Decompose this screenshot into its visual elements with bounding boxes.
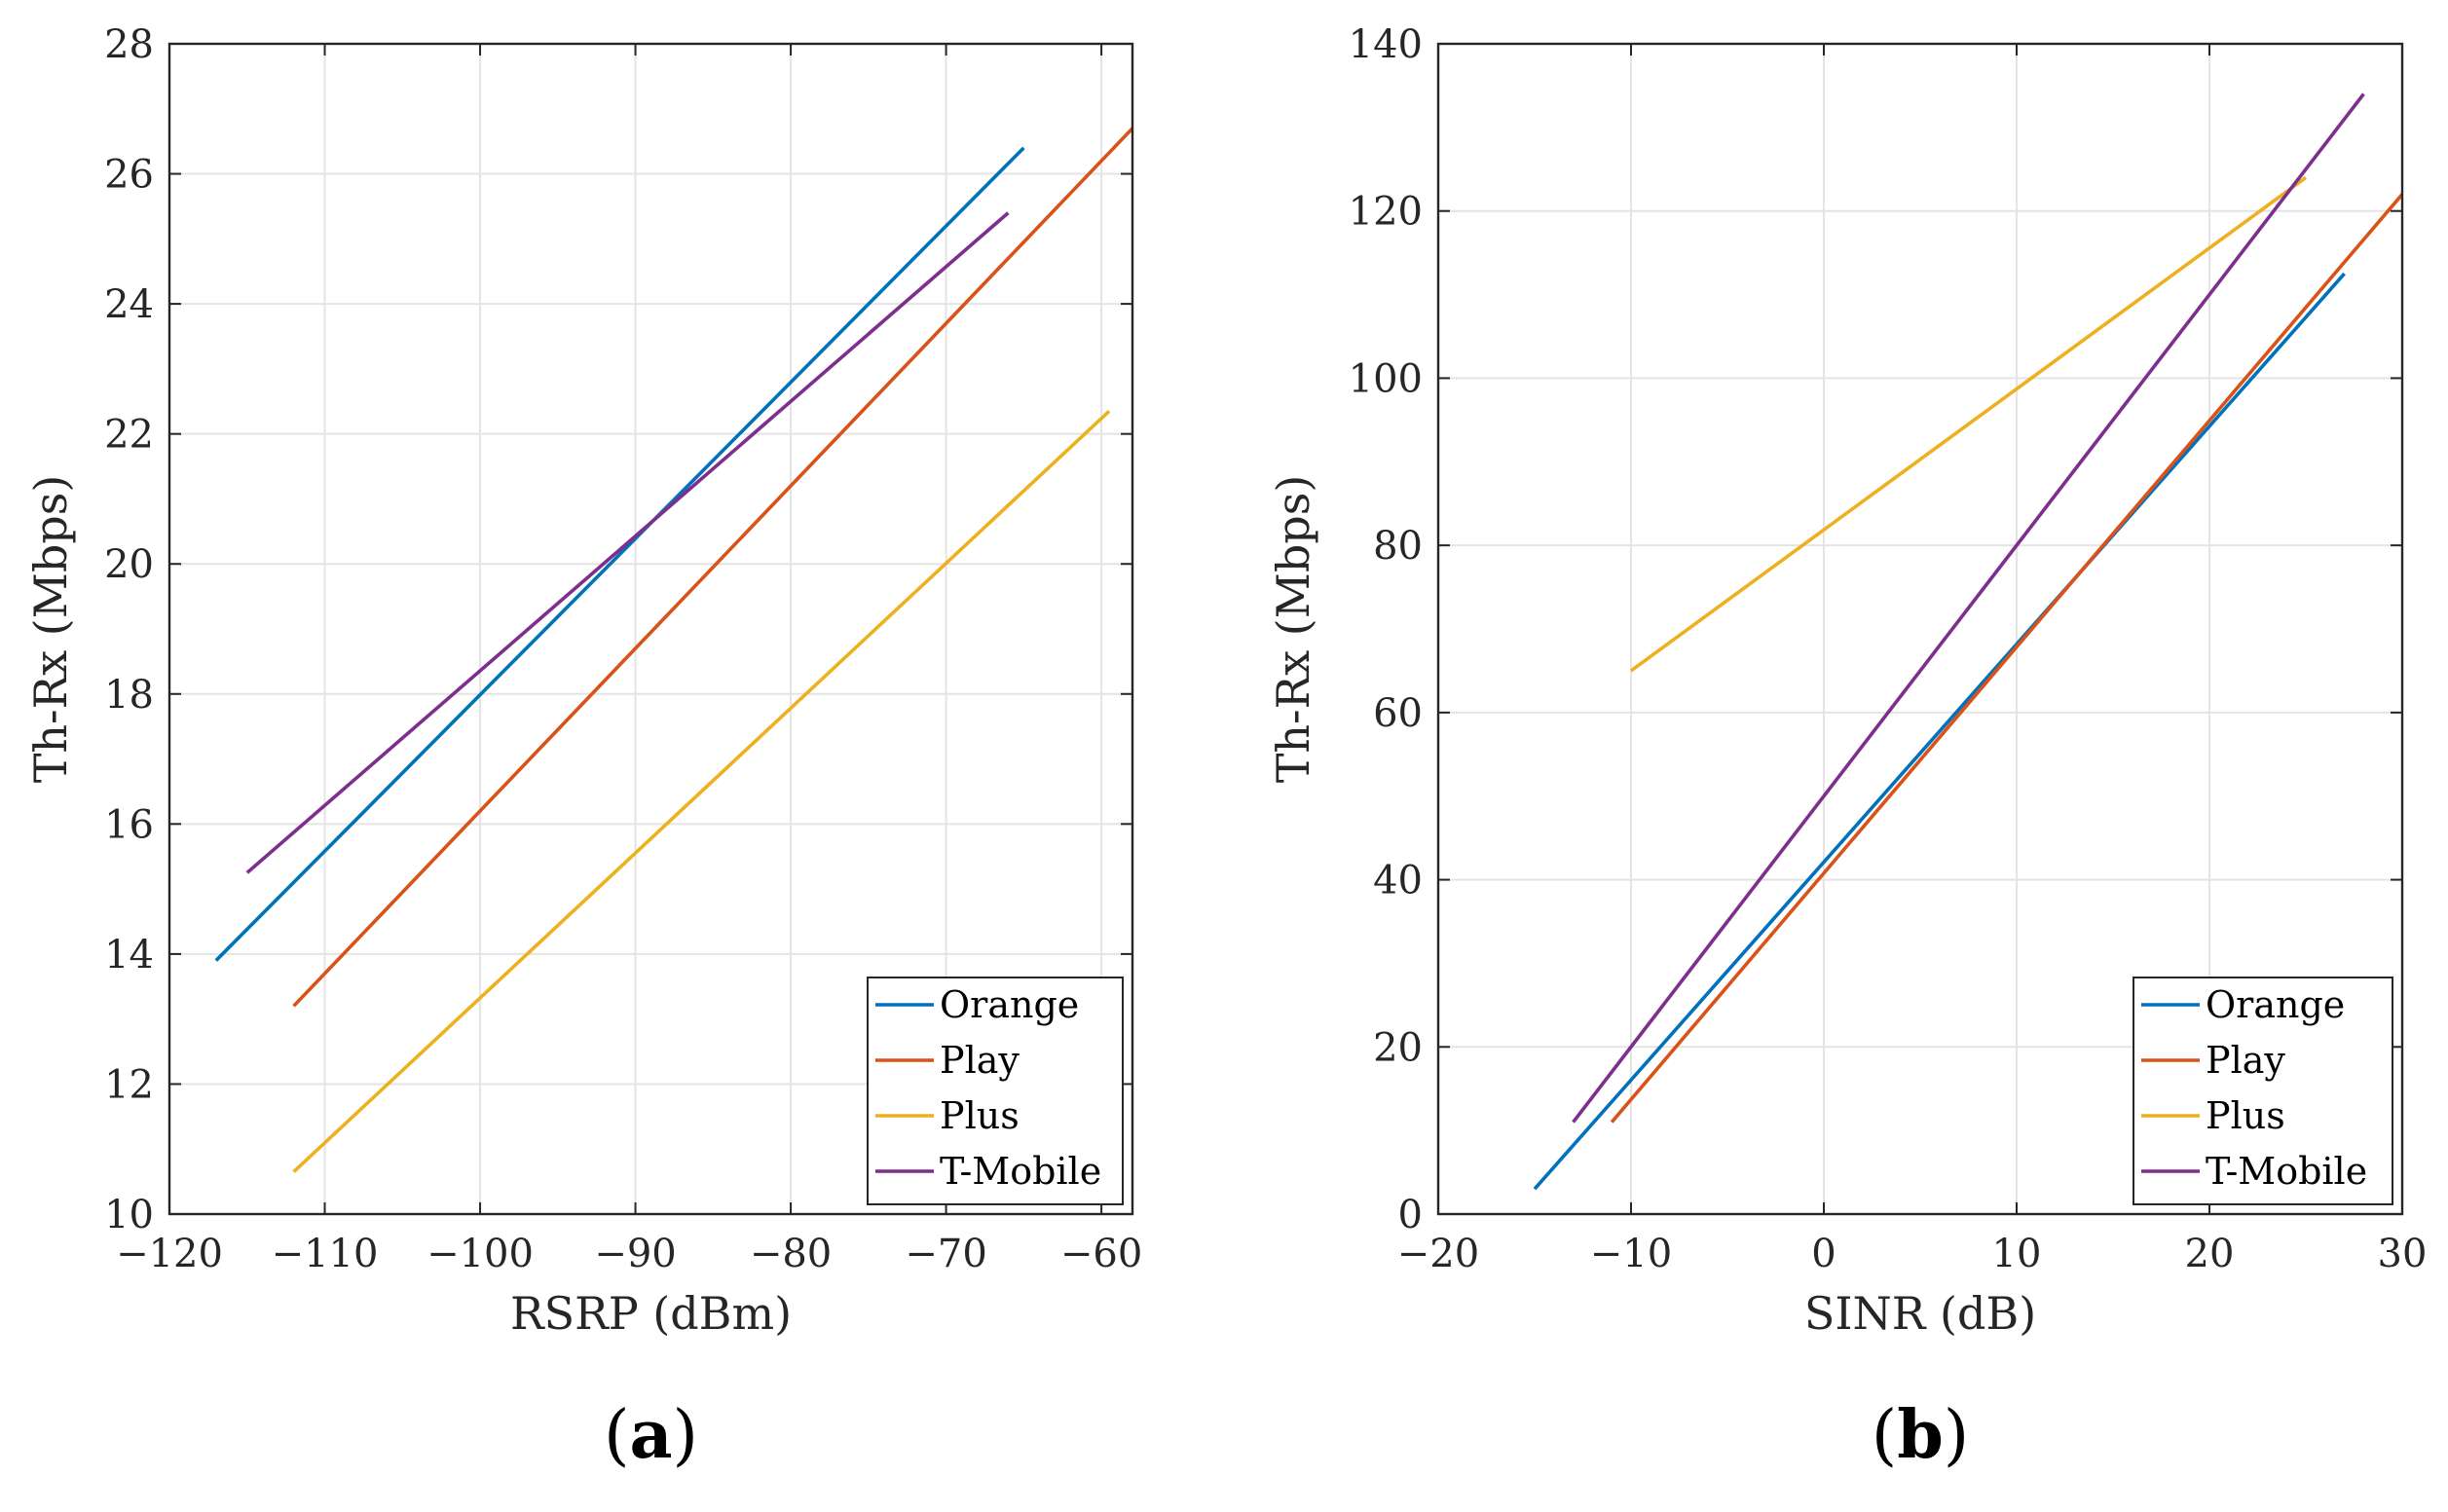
y-tick-label: 10: [104, 1193, 154, 1237]
y-tick-label: 20: [104, 542, 154, 587]
y-axis-title: Th-Rx (Mbps): [1267, 475, 1319, 784]
y-tick-label: 26: [104, 153, 154, 198]
legend-label-t-mobile: T-Mobile: [2206, 1150, 2367, 1193]
series-line-orange: [1533, 272, 2346, 1191]
y-tick-label: 18: [104, 673, 154, 718]
x-tick-label: −80: [750, 1232, 832, 1276]
panel-label-close-paren: ): [673, 1397, 699, 1474]
x-tick-label: 30: [2378, 1232, 2428, 1276]
legend-label-play: Play: [940, 1039, 1020, 1082]
panel-label-open-paren: (: [1872, 1397, 1898, 1474]
series-group: [214, 127, 1132, 1173]
series-line-plus: [1629, 175, 2308, 673]
y-tick-label: 60: [1373, 691, 1423, 736]
panel-label: (a): [604, 1396, 698, 1474]
x-tick-label: −120: [116, 1232, 223, 1276]
y-tick-label: 16: [104, 802, 154, 847]
series-group: [1533, 92, 2402, 1191]
y-tick-label: 40: [1373, 859, 1423, 904]
legend-box: [2133, 977, 2393, 1205]
x-tick-label: 0: [1811, 1232, 1836, 1276]
legend-label-plus: Plus: [2206, 1094, 2285, 1137]
x-axis-title: SINR (dB): [1804, 1287, 2036, 1340]
y-tick-label: 28: [104, 22, 154, 67]
series-line-t-mobile: [245, 211, 1010, 874]
y-tick-label: 24: [104, 282, 154, 327]
x-tick-label: −90: [594, 1232, 676, 1276]
series-line-plus: [292, 409, 1111, 1173]
legend-box: [867, 977, 1124, 1205]
plot-frame: [1436, 42, 2404, 1216]
y-tick-label: 0: [1398, 1193, 1423, 1237]
series-line-orange: [214, 146, 1025, 962]
y-tick-label: 20: [1373, 1025, 1423, 1070]
legend-label-t-mobile: T-Mobile: [940, 1150, 1101, 1193]
panel-label-letter: a: [629, 1396, 672, 1474]
legend-label-orange: Orange: [940, 983, 1079, 1026]
series-line-t-mobile: [1572, 92, 2365, 1124]
x-tick-label: −20: [1397, 1232, 1479, 1276]
legend-label-plus: Plus: [940, 1094, 1020, 1137]
series-line-play: [292, 127, 1132, 1008]
legend: Orange Play Plus T-Mobile: [867, 977, 1124, 1205]
y-tick-label: 120: [1349, 190, 1423, 235]
y-tick-label: 14: [104, 933, 154, 977]
legend-label-play: Play: [2206, 1039, 2285, 1082]
legend: Orange Play Plus T-Mobile: [2133, 977, 2393, 1205]
legend-label-orange: Orange: [2206, 983, 2345, 1026]
y-tick-label: 140: [1349, 22, 1423, 67]
panel-label-letter: b: [1897, 1396, 1944, 1474]
panel-label-open-paren: (: [604, 1397, 630, 1474]
x-tick-label: −110: [272, 1232, 379, 1276]
y-tick-label: 100: [1349, 356, 1423, 401]
chart-panel-b: −20 −10 0 10 20 30 0 20 40 60 80 100 120 140 SINR (dB)…: [1267, 22, 2427, 1474]
x-tick-label: −70: [905, 1232, 986, 1276]
y-tick-label: 80: [1373, 524, 1423, 569]
series-line-play: [1610, 193, 2402, 1124]
x-tick-label: 20: [2185, 1232, 2235, 1276]
y-tick-label: 22: [104, 413, 154, 458]
chart-panel-a: −120 −110 −100 −90 −80 −70 −60 10 12 14 16 18 20 22 24…: [24, 22, 1142, 1474]
y-tick-label: 12: [104, 1062, 154, 1107]
panel-label-close-paren: ): [1944, 1397, 1970, 1474]
y-axis-title: Th-Rx (Mbps): [24, 475, 77, 784]
x-axis-title: RSRP (dBm): [510, 1287, 792, 1340]
x-tick-label: −100: [427, 1232, 534, 1276]
panel-label: (b): [1872, 1396, 1970, 1474]
plot-frame: [167, 42, 1134, 1216]
x-tick-label: 10: [1992, 1232, 2042, 1276]
x-tick-label: −60: [1060, 1232, 1142, 1276]
x-tick-label: −10: [1590, 1232, 1672, 1276]
